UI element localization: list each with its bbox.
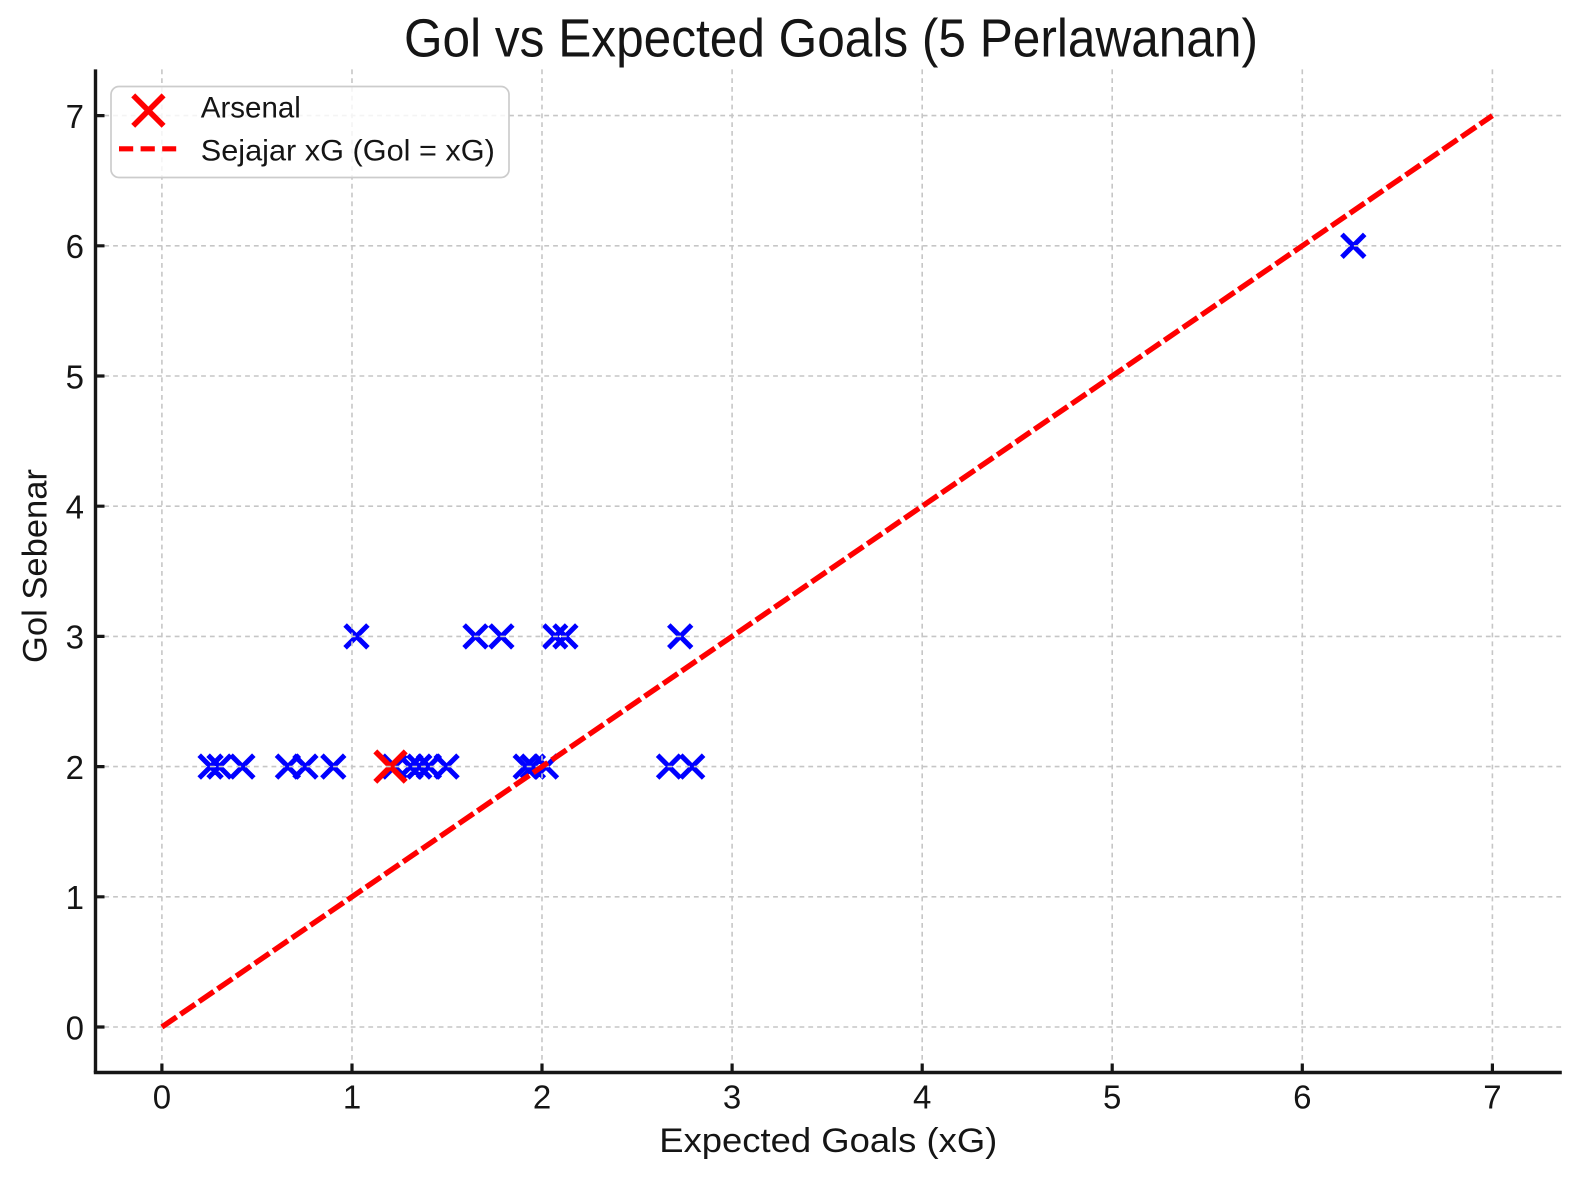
svg-text:4: 4	[913, 1079, 931, 1116]
svg-text:5: 5	[1103, 1079, 1121, 1116]
svg-text:7: 7	[1483, 1079, 1501, 1116]
svg-text:2: 2	[533, 1079, 551, 1116]
svg-text:6: 6	[1293, 1079, 1311, 1116]
svg-text:0: 0	[153, 1079, 171, 1116]
svg-text:1: 1	[343, 1079, 361, 1116]
svg-text:Sejajar xG (Gol = xG): Sejajar xG (Gol = xG)	[201, 134, 495, 167]
svg-text:5: 5	[66, 358, 84, 395]
svg-text:4: 4	[66, 489, 84, 526]
svg-text:0: 0	[66, 1009, 84, 1046]
svg-text:3: 3	[723, 1079, 741, 1116]
svg-text:Arsenal: Arsenal	[201, 92, 301, 125]
svg-text:1: 1	[66, 879, 84, 916]
svg-text:Expected Goals (xG): Expected Goals (xG)	[659, 1122, 997, 1160]
svg-text:3: 3	[66, 619, 84, 656]
svg-text:6: 6	[66, 228, 84, 265]
svg-text:2: 2	[66, 749, 84, 786]
svg-text:Gol vs Expected Goals (5 Perla: Gol vs Expected Goals (5 Perlawanan)	[404, 9, 1258, 69]
svg-text:7: 7	[66, 98, 84, 135]
svg-text:Gol Sebenar: Gol Sebenar	[16, 469, 54, 663]
